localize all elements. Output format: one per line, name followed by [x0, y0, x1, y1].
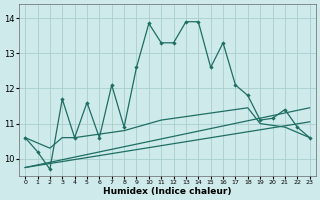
X-axis label: Humidex (Indice chaleur): Humidex (Indice chaleur) [103, 187, 232, 196]
